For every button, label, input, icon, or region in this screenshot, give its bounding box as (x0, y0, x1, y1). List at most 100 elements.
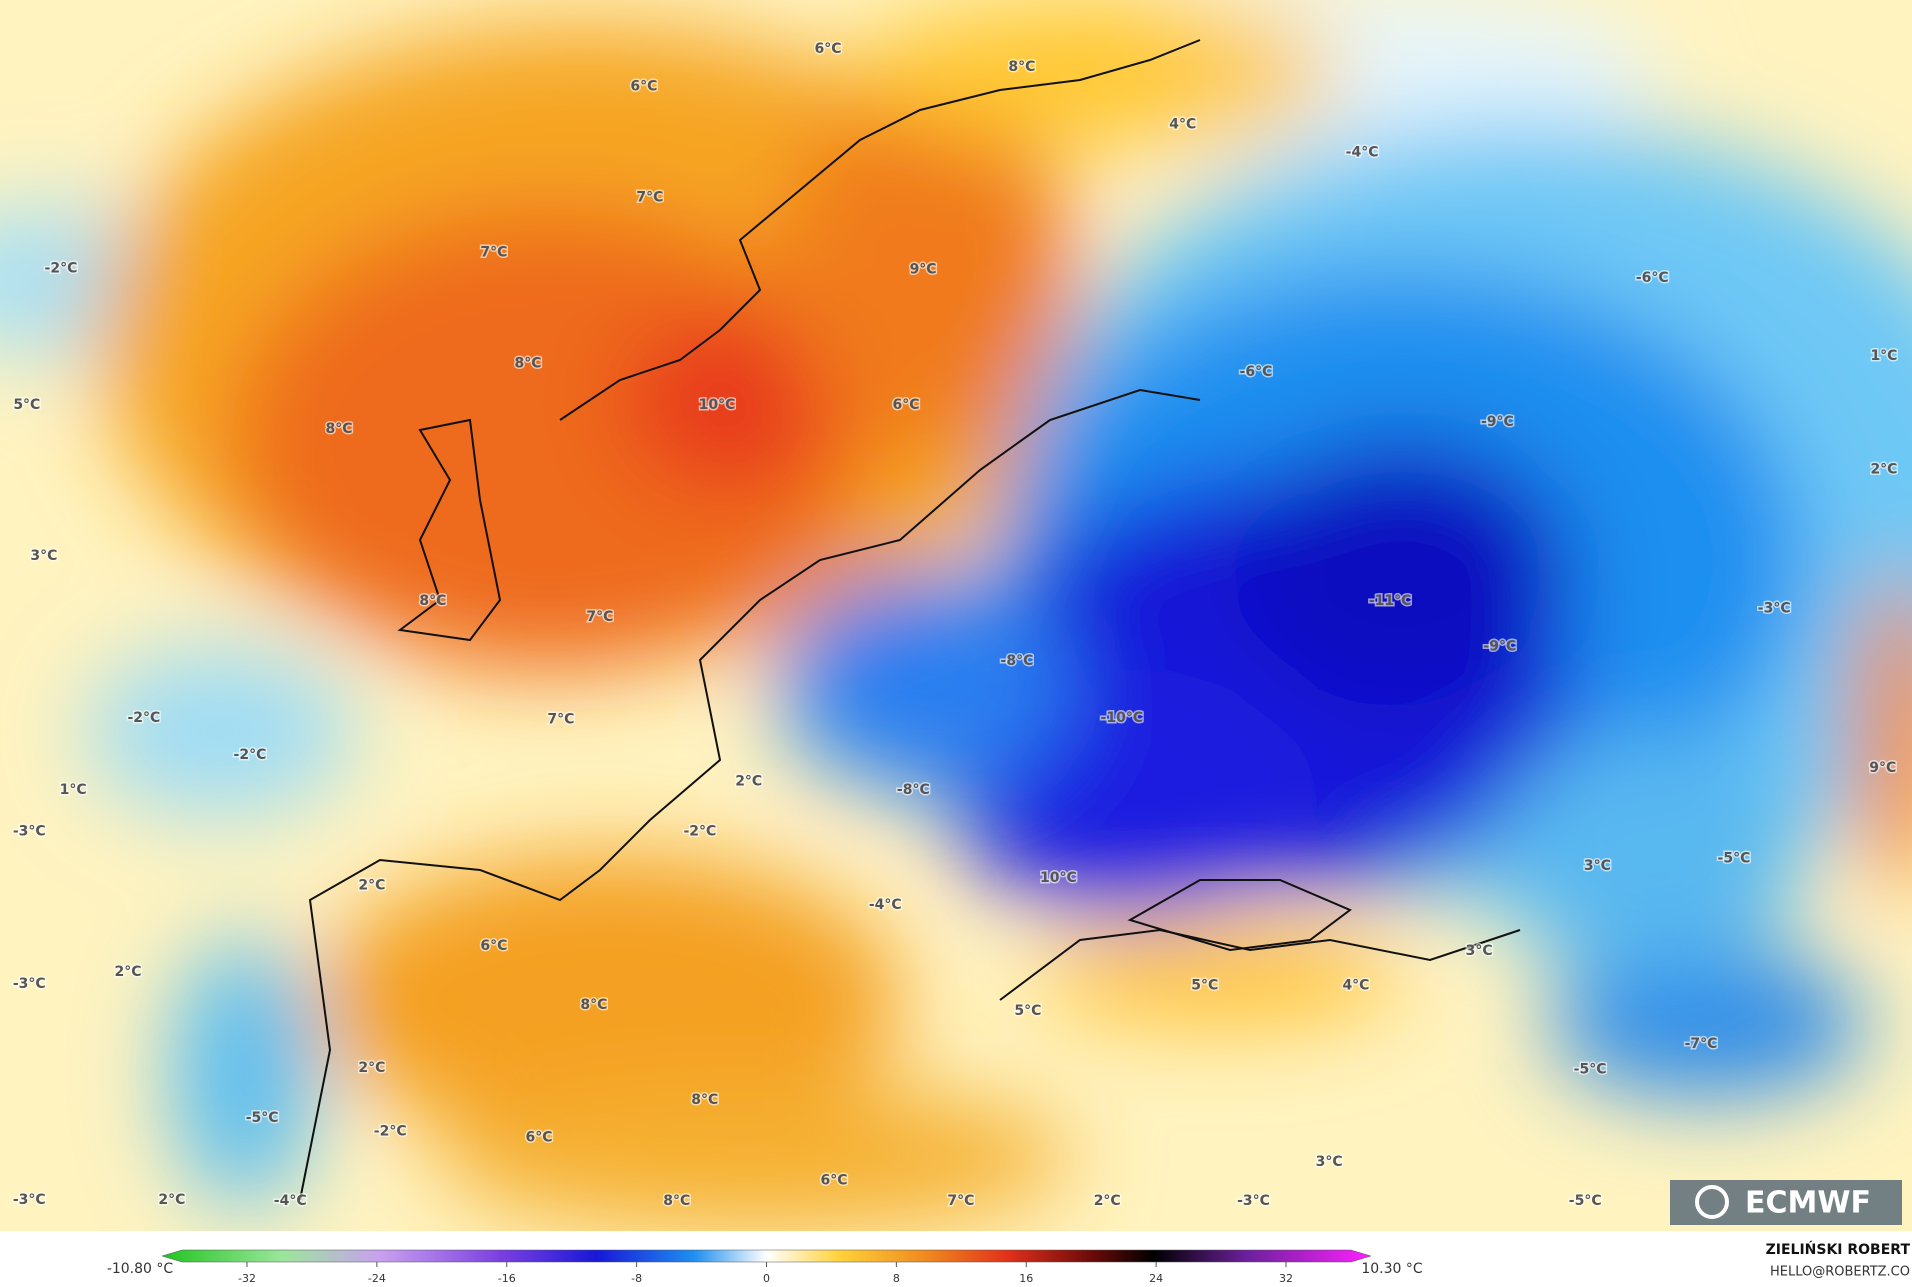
temperature-label: 6°C (525, 1130, 552, 1146)
temperature-label: -3°C (1758, 600, 1791, 616)
colorbar-tick-label: 0 (763, 1272, 770, 1285)
colorbar-tick-label: 8 (893, 1272, 900, 1285)
temperature-label: 2°C (115, 964, 142, 980)
temperature-label: -3°C (13, 976, 46, 992)
temperature-label: 8°C (325, 421, 352, 437)
logo-icon (1695, 1185, 1729, 1219)
temperature-label: 3°C (1584, 858, 1611, 874)
temperature-label: 7°C (947, 1193, 974, 1209)
colorbar-tick-label: 32 (1279, 1272, 1293, 1285)
temperature-label: 2°C (358, 1060, 385, 1076)
temperature-label: -11°C (1369, 593, 1412, 609)
temperature-region (1548, 951, 1866, 1098)
temperature-region (1036, 926, 1403, 1025)
temperature-label: -4°C (1346, 144, 1379, 160)
contact: HELLO@ROBERTZ.CO (1770, 1265, 1910, 1280)
temperature-label: -9°C (1481, 414, 1514, 430)
temperature-label: 7°C (480, 244, 507, 260)
temperature-label: 4°C (1169, 116, 1196, 132)
temperature-label: -2°C (45, 260, 78, 276)
temperature-label: -3°C (1237, 1193, 1270, 1209)
colorbar-tick-label: -24 (368, 1272, 386, 1285)
temperature-label: 9°C (910, 261, 937, 277)
temperature-label: 2°C (358, 877, 385, 893)
temperature-label: -6°C (1240, 364, 1273, 380)
temperature-label: -8°C (1001, 653, 1034, 669)
temperature-label: 2°C (1094, 1193, 1121, 1209)
temperature-region (621, 317, 842, 488)
temperature-region (317, 853, 903, 1147)
temperature-label: -3°C (13, 1192, 46, 1208)
temperature-region (170, 938, 318, 1208)
temperature-label: -6°C (1636, 270, 1669, 286)
temperature-label: 8°C (1008, 59, 1035, 75)
temperature-label: 8°C (514, 355, 541, 371)
temperature-region (1853, 573, 1912, 891)
temperature-label: -2°C (684, 824, 717, 840)
temperature-label: 7°C (636, 190, 663, 206)
temperature-label: 9°C (1869, 760, 1896, 776)
temperature-label: 6°C (630, 79, 657, 95)
temperature-label: 2°C (735, 774, 762, 790)
author: ZIELIŃSKI ROBERT (1766, 1240, 1911, 1258)
temperature-label: 3°C (30, 548, 57, 564)
temperature-label: 5°C (1191, 977, 1218, 993)
temperature-label: -10°C (1101, 710, 1144, 726)
logo-box: ECMWF (1670, 1180, 1902, 1225)
colorbar-min-label: -10.80 °C (107, 1261, 174, 1277)
temperature-label: 4°C (1342, 977, 1369, 993)
temperature-label: -2°C (374, 1124, 407, 1140)
temperature-label: 5°C (13, 397, 40, 413)
colorbar-tick-label: -8 (631, 1272, 642, 1285)
temperature-label: 10°C (699, 397, 736, 413)
temperature-label: -5°C (246, 1110, 279, 1126)
temperature-label: 2°C (158, 1192, 185, 1208)
temperature-label: -5°C (1569, 1193, 1602, 1209)
coastlines (299, 39, 1521, 1201)
colorbar (161, 1249, 1372, 1263)
colorbar-tick-label: 16 (1019, 1272, 1033, 1285)
temperature-label: -5°C (1574, 1061, 1607, 1077)
temperature-label: 5°C (1014, 1003, 1041, 1019)
temperature-label: 8°C (580, 997, 607, 1013)
temperature-region (1487, 731, 1805, 976)
temperature-label: 2°C (1870, 461, 1897, 477)
temperature-label: -5°C (1718, 850, 1751, 866)
temperature-label: -8°C (897, 782, 930, 798)
temperature-label: 1°C (60, 782, 87, 798)
temperature-label: -7°C (1685, 1036, 1718, 1052)
temperature-label: 6°C (821, 1172, 848, 1188)
temperature-region (780, 85, 1074, 452)
temperature-label: -9°C (1483, 638, 1516, 654)
temperature-label: -4°C (274, 1193, 307, 1209)
temperature-region (780, 573, 1074, 793)
logo-text: ECMWF (1745, 1186, 1871, 1221)
temperature-label: -3°C (13, 824, 46, 840)
temperature-label: -2°C (234, 747, 267, 763)
colorbar-tick-label: -32 (238, 1272, 256, 1285)
temperature-label: 8°C (663, 1193, 690, 1209)
temperature-label: 8°C (691, 1092, 718, 1108)
temperature-label: -4°C (869, 897, 902, 913)
temperature-label: 3°C (1316, 1154, 1343, 1170)
temperature-region (439, 1085, 1073, 1231)
temperature-region (1231, 438, 1574, 708)
heatmap (0, 0, 1912, 1231)
temperature-label: 6°C (892, 397, 919, 413)
temperature-label: 3°C (1466, 943, 1493, 959)
temperature-region (853, 0, 1342, 147)
temperature-label: 6°C (480, 938, 507, 954)
temperature-region (85, 646, 354, 817)
temperature-label: -2°C (127, 710, 160, 726)
colorbar-tick-label: 24 (1149, 1272, 1163, 1285)
colorbar-tick-label: -16 (498, 1272, 516, 1285)
temperature-label: 10°C (1040, 870, 1077, 886)
temperature-label: 1°C (1870, 348, 1897, 364)
temperature-label: 7°C (586, 609, 613, 625)
temperature-label: 8°C (419, 593, 446, 609)
temperature-label: 6°C (814, 41, 841, 57)
temperature-label: 7°C (547, 711, 574, 727)
colorbar-max-label: 10.30 °C (1361, 1261, 1423, 1277)
